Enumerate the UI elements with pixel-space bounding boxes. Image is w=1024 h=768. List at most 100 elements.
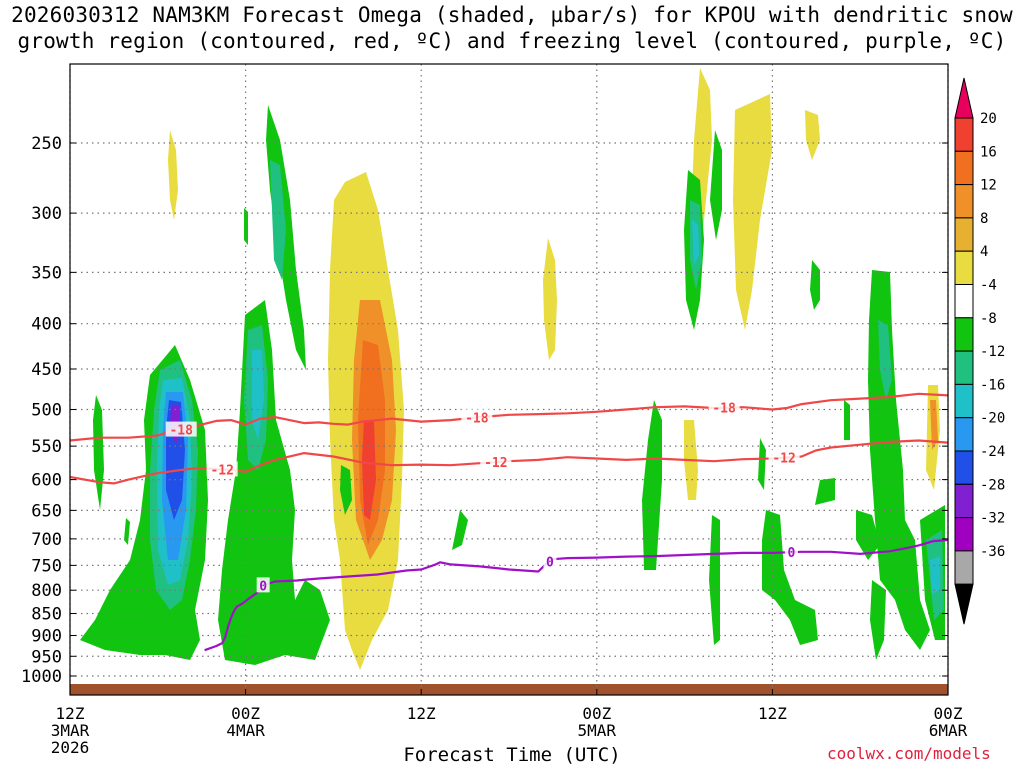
contour-label-bg	[256, 577, 270, 593]
colorbar-swatch	[954, 383, 974, 419]
y-tick-label: 700	[31, 530, 62, 550]
omega-upward-yellow-region	[168, 130, 178, 220]
x-tick-date: 3MAR	[51, 721, 90, 740]
omega-downward-cyan-region	[930, 556, 940, 594]
colorbar-swatch	[954, 317, 974, 352]
omega-downward-green-region	[815, 478, 835, 505]
omega-downward-green-region	[642, 400, 662, 570]
y-tick-label: 450	[31, 360, 62, 380]
omega-upward-orange-region	[930, 400, 938, 450]
colorbar-label: 12	[980, 178, 997, 194]
omega-downward-green-region	[266, 105, 306, 370]
omega-downward-green-region	[93, 395, 104, 510]
y-tick-label: 650	[31, 501, 62, 521]
omega-downward-green-region	[340, 465, 352, 515]
omega-downward-green-region	[758, 438, 766, 490]
colorbar-swatch	[954, 350, 974, 385]
contour-label: 0	[259, 579, 267, 594]
y-tick-label: 250	[31, 134, 62, 154]
x-tick-label: 12Z	[407, 704, 436, 723]
contour-line	[204, 538, 949, 652]
ground-surface	[70, 684, 948, 695]
omega-upward-yellow-region	[543, 238, 557, 360]
colorbar-label: 20	[980, 111, 997, 127]
colorbar-swatch	[954, 550, 974, 585]
contour-line	[69, 439, 949, 485]
contour-label-bg	[708, 399, 740, 415]
x-tick-label: 00Z	[231, 704, 260, 723]
colorbar-label: -16	[980, 377, 1005, 393]
colorbar-top-arrow	[954, 77, 974, 119]
omega-downward-green-region	[452, 510, 468, 550]
colorbar-label: -24	[980, 444, 1005, 460]
omega-upward-yellow-region	[805, 110, 820, 160]
colorbar-swatch	[954, 483, 974, 519]
x-tick-year: 2026	[51, 738, 90, 757]
colorbar-swatch	[954, 217, 974, 252]
y-tick-label: 950	[31, 647, 62, 667]
x-tick-label: 00Z	[582, 704, 611, 723]
contour-label: -18	[712, 402, 736, 417]
y-tick-label: 550	[31, 437, 62, 457]
y-tick-label: 1000	[21, 667, 62, 687]
contour-label-bg	[461, 409, 493, 425]
x-tick-date: 6MAR	[929, 721, 968, 740]
y-tick-label: 500	[31, 401, 62, 421]
colorbar-bottom-arrow	[954, 583, 974, 625]
contour-line	[69, 392, 949, 442]
omega-downward-green-region	[870, 580, 886, 660]
contour-label-bg	[768, 449, 800, 465]
y-axis: 2503003504004505005506006507007508008509…	[21, 134, 948, 687]
x-tick-date: 4MAR	[226, 721, 265, 740]
x-axis-title: Forecast Time (UTC)	[403, 744, 621, 766]
contour-label-bg	[165, 421, 197, 437]
contour-label: -12	[210, 463, 233, 478]
contour-label: -12	[484, 456, 507, 471]
colorbar-swatch	[954, 250, 974, 285]
x-tick-label: 12Z	[56, 704, 85, 723]
omega-downward-green-region	[810, 260, 820, 310]
colorbar-swatch	[954, 450, 974, 485]
omega-downward-teal-region	[270, 160, 286, 280]
colorbar-label: -20	[980, 411, 1005, 427]
colorbar-label: 4	[980, 244, 988, 260]
y-tick-label: 300	[31, 204, 62, 224]
contour-label-bg	[784, 544, 798, 560]
plot-frame	[69, 63, 949, 696]
x-tick-label: 12Z	[758, 704, 787, 723]
chart-title-line-1: 2026030312 NAM3KM Forecast Omega (shaded…	[11, 3, 1013, 27]
contour-label: 0	[788, 546, 796, 561]
contour-label: 0	[546, 555, 554, 570]
contour-label: -18	[169, 424, 193, 439]
colorbar-swatch	[954, 117, 974, 152]
colorbar-label: -8	[980, 311, 997, 327]
omega-downward-green-region	[124, 518, 130, 545]
omega-downward-green-region	[844, 400, 850, 440]
colorbar-label: -36	[980, 544, 1005, 560]
y-tick-label: 400	[31, 315, 62, 335]
omega-downward-green-region	[710, 130, 722, 240]
grid-lines	[69, 64, 949, 695]
colorbar-label: 16	[980, 144, 997, 160]
omega-upward-yellow-region	[332, 250, 340, 310]
omega-upward-red-core	[362, 420, 376, 520]
colorbar-swatch	[954, 284, 974, 319]
y-tick-label: 900	[31, 626, 62, 646]
colorbar: 20 16 12 8 4 -4 -8 -12 -16 -20 -24 -28 -32 -36	[954, 77, 1005, 625]
y-tick-label: 800	[31, 581, 62, 601]
colorbar-label: -12	[980, 344, 1005, 360]
colorbar-label: -28	[980, 477, 1005, 493]
contour-label: -18	[465, 411, 489, 426]
omega-downward-teal-region	[878, 320, 892, 400]
omega-upward-yellow-region	[733, 94, 772, 330]
contour-label: -12	[772, 452, 795, 467]
omega-downward-cyan-region	[692, 220, 699, 265]
temperature-contours: -18 -18 -18 -12 -12 -12 0 0 0	[69, 392, 949, 652]
contour-label-bg	[206, 461, 238, 477]
site-credit: coolwx.com/models	[827, 744, 991, 763]
colorbar-label: 8	[980, 211, 988, 227]
y-tick-label: 350	[31, 263, 62, 283]
colorbar-swatch	[954, 417, 974, 452]
